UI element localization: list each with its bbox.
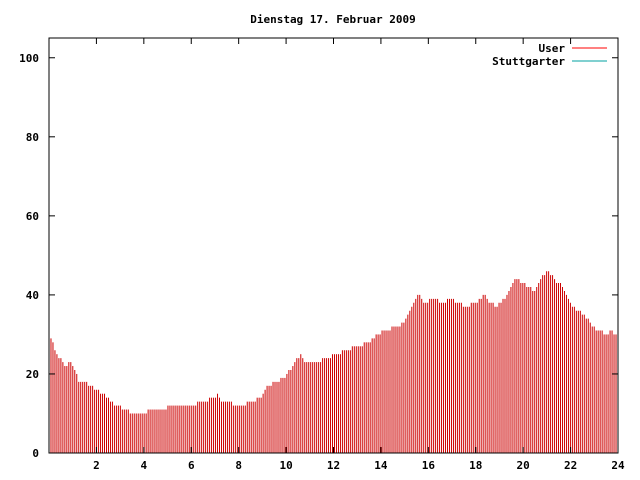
x-tick-label: 2 <box>93 459 100 472</box>
y-tick-label: 60 <box>26 210 39 223</box>
x-tick-label: 14 <box>374 459 388 472</box>
x-tick-label: 16 <box>422 459 436 472</box>
x-tick-label: 24 <box>611 459 625 472</box>
legend-label-user: User <box>539 42 566 55</box>
x-tick-label: 20 <box>517 459 530 472</box>
y-tick-label: 0 <box>32 447 39 460</box>
y-tick-label: 20 <box>26 368 39 381</box>
y-tick-label: 80 <box>26 131 39 144</box>
legend-label-stuttgarter: Stuttgarter <box>492 55 565 68</box>
chart-title: Dienstag 17. Februar 2009 <box>250 13 416 26</box>
x-tick-label: 10 <box>279 459 292 472</box>
bars-group <box>48 271 619 453</box>
x-tick-label: 12 <box>327 459 340 472</box>
x-tick-label: 18 <box>469 459 482 472</box>
legend: User Stuttgarter <box>492 42 607 68</box>
x-tick-label: 4 <box>141 459 148 472</box>
y-tick-label: 100 <box>19 52 39 65</box>
y-tick-label: 40 <box>26 289 39 302</box>
x-tick-label: 8 <box>235 459 242 472</box>
x-tick-label: 22 <box>564 459 577 472</box>
x-tick-label: 6 <box>188 459 195 472</box>
